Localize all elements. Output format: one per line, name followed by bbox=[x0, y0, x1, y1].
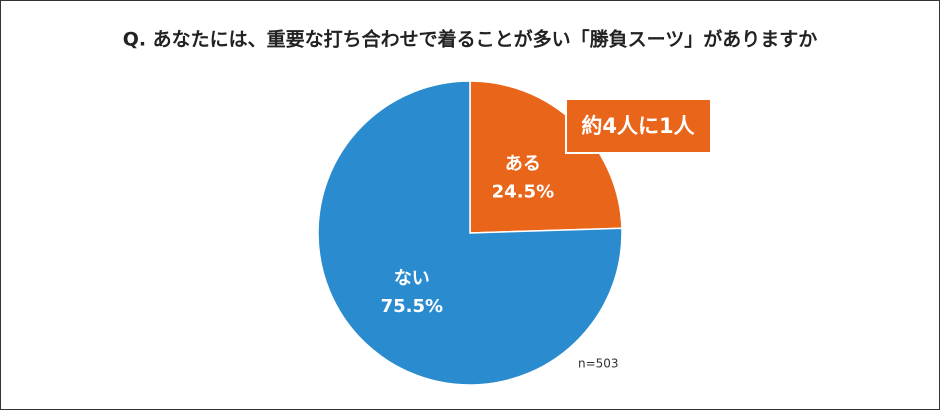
annotation: 約4人に1人 bbox=[581, 114, 694, 138]
slice-label: ある bbox=[505, 153, 541, 174]
pie: ある 24.5% ない 75.5% bbox=[317, 80, 623, 386]
value-label: 75.5% bbox=[381, 296, 443, 317]
sample-size: n=503 bbox=[578, 357, 619, 371]
chart-title: Q. あなたには、重要な打ち合わせで着ることが多い「勝負スーツ」がありますか bbox=[123, 28, 818, 51]
annotation-box bbox=[565, 98, 712, 154]
slice-label: ない bbox=[394, 268, 430, 289]
value-label: 24.5% bbox=[492, 181, 554, 202]
pie-slice bbox=[317, 80, 623, 386]
